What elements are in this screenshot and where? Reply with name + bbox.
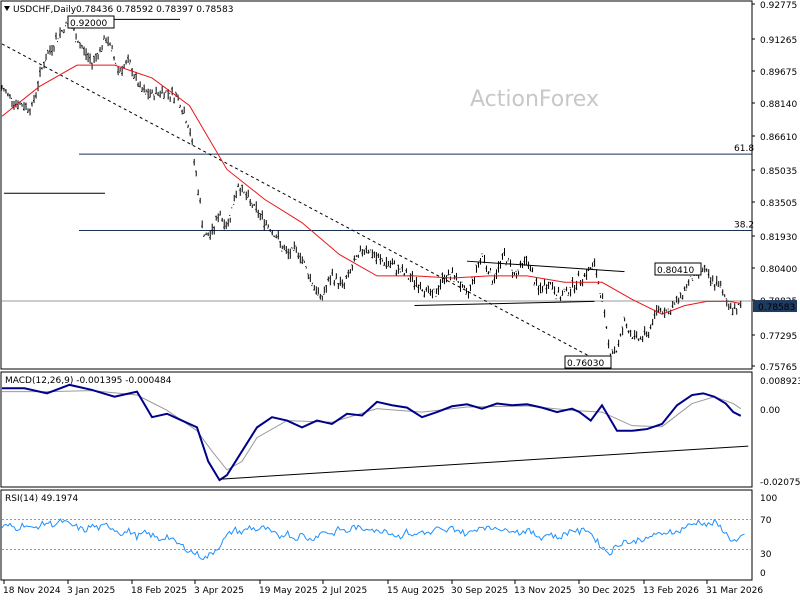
price-trendline (1, 43, 595, 360)
price-y-tick-label: 0.75765 (760, 363, 797, 373)
price-annotation-box (564, 355, 612, 369)
date-tick-label: 30 Sep 2025 (451, 586, 508, 596)
macd-y-tick-label: 0.00 (760, 406, 780, 416)
date-tick-label: 13 Nov 2025 (514, 586, 572, 596)
macd-trendline (220, 445, 749, 480)
rsi-y-tick-label: 70 (760, 516, 772, 526)
date-tick-label: 3 Jan 2025 (67, 586, 115, 596)
date-tick-label: 30 Dec 2025 (578, 586, 636, 596)
date-tick-label: 18 Nov 2024 (3, 586, 61, 596)
price-y-tick-label: 0.85035 (760, 167, 797, 177)
macd-title: MACD(12,26,9) -0.001395 -0.000484 (5, 376, 172, 386)
price-y-tick-label: 0.86610 (760, 133, 797, 143)
price-y-tick-label: 0.83505 (760, 199, 797, 209)
date-tick-label: 13 Feb 2026 (643, 586, 699, 596)
last-price-label: 0.78583 (758, 303, 795, 313)
price-y-tick-label: 0.80400 (760, 265, 797, 275)
fib-level-label: 61.8 (734, 144, 754, 154)
price-trendline (466, 260, 625, 273)
price-y-tick-label: 0.88140 (760, 100, 797, 110)
rsi-y-tick-label: 30 (760, 550, 772, 560)
rsi-panel-frame (0, 489, 753, 581)
rsi-y-tick-label: 0 (760, 569, 766, 579)
date-tick-label: 18 Feb 2025 (131, 586, 187, 596)
macd-y-tick-label: -0.020759 (760, 478, 800, 488)
price-annotation-box (67, 15, 115, 29)
rsi-line (1, 518, 745, 561)
fib-level-label: 38.2 (734, 221, 754, 231)
moving-average-line (1, 64, 741, 315)
chart-menu-triangle-icon[interactable] (4, 6, 10, 11)
macd-line (2, 383, 742, 482)
rsi-title: RSI(14) 49.1974 (5, 494, 78, 504)
price-y-tick-label: 0.81930 (760, 233, 797, 243)
date-tick-label: 3 Apr 2025 (194, 586, 244, 596)
price-panel-frame (0, 0, 753, 370)
rsi-y-tick-label: 100 (760, 494, 777, 504)
price-y-tick-label: 0.77295 (760, 332, 797, 342)
price-annotation-box (654, 262, 702, 276)
price-ohlc-readout: 0.78436 0.78592 0.78397 0.78583 (76, 5, 233, 15)
price-annotation-label: 0.80410 (657, 266, 694, 276)
price-annotation-label: 0.92000 (70, 19, 107, 29)
price-y-tick-label: 0.91265 (760, 36, 797, 46)
price-chart-title: USDCHF,Daily (13, 5, 77, 15)
macd-y-tick-label: 0.008923 (760, 377, 800, 387)
price-y-tick-label: 0.89675 (760, 68, 797, 78)
date-tick-label: 31 Mar 2026 (706, 586, 763, 596)
date-tick-label: 19 May 2025 (259, 586, 318, 596)
price-annotation-label: 0.76030 (567, 359, 604, 369)
price-trendline (414, 300, 595, 306)
date-tick-label: 2 Jul 2025 (322, 586, 367, 596)
watermark-text: ActionForex (470, 87, 599, 112)
date-tick-label: 15 Aug 2025 (387, 586, 445, 596)
last-price-box (753, 300, 797, 313)
macd-panel-frame (0, 371, 753, 488)
price-y-tick-label: 0.92775 (760, 1, 797, 11)
